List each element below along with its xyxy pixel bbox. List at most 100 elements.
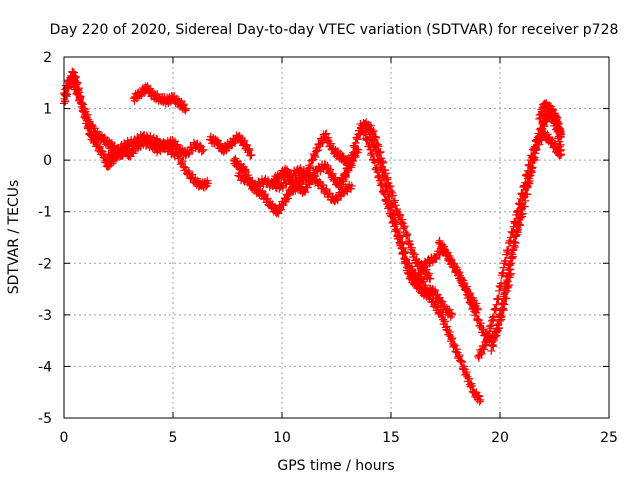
data-point — [341, 171, 350, 180]
data-point — [479, 325, 488, 334]
data-point — [454, 352, 463, 361]
data-point — [407, 262, 416, 271]
data-point — [469, 302, 478, 311]
data-point — [516, 212, 525, 221]
data-point — [467, 381, 476, 390]
data-point — [492, 324, 501, 333]
series-arc-17 — [535, 98, 566, 141]
data-point — [499, 299, 508, 308]
data-point — [77, 98, 86, 107]
plot-frame — [63, 56, 610, 419]
data-point — [525, 174, 534, 183]
data-point — [71, 82, 80, 91]
data-point — [63, 83, 72, 92]
data-point — [407, 243, 416, 252]
data-point — [345, 156, 354, 165]
y-tick-label: 2 — [43, 50, 52, 66]
data-point — [380, 175, 389, 184]
data-point — [514, 214, 523, 223]
data-point — [366, 121, 375, 130]
data-point — [375, 155, 384, 164]
data-point — [424, 271, 433, 280]
data-point — [339, 177, 348, 186]
data-point — [493, 321, 502, 330]
data-point — [361, 128, 370, 137]
data-point — [426, 274, 435, 283]
data-point — [510, 237, 519, 246]
data-point — [351, 143, 360, 152]
data-point — [443, 326, 452, 335]
data-point — [242, 140, 251, 149]
data-point — [525, 169, 534, 178]
data-point — [380, 171, 389, 180]
data-point — [448, 334, 457, 343]
data-point — [301, 188, 310, 197]
data-point — [438, 240, 447, 249]
data-point — [487, 346, 496, 355]
data-point — [536, 124, 545, 133]
data-point — [472, 314, 481, 323]
data-point — [388, 210, 397, 219]
data-point — [474, 391, 483, 400]
data-point — [76, 93, 85, 102]
data-point — [408, 248, 417, 257]
data-point — [282, 195, 291, 204]
data-point — [458, 357, 467, 366]
data-point — [490, 330, 499, 339]
data-point — [188, 170, 197, 179]
x-tick-label: 25 — [600, 430, 618, 446]
data-point — [371, 145, 380, 154]
data-point — [489, 342, 498, 351]
data-point — [523, 181, 532, 190]
data-point — [491, 331, 500, 340]
data-point — [520, 192, 529, 201]
data-point — [419, 267, 428, 276]
data-point — [457, 273, 466, 282]
data-point — [71, 83, 80, 92]
data-point — [494, 320, 503, 329]
data-point — [237, 172, 246, 181]
data-point — [513, 223, 522, 232]
data-point — [445, 305, 454, 314]
data-point — [452, 345, 461, 354]
data-point — [158, 139, 167, 148]
data-point — [419, 277, 428, 286]
data-point — [129, 149, 138, 158]
data-point — [374, 172, 383, 181]
data-point — [456, 356, 465, 365]
series-arc-3 — [103, 130, 212, 192]
data-point — [487, 341, 496, 350]
data-point — [245, 146, 254, 155]
data-point — [203, 179, 212, 188]
data-point — [382, 182, 391, 191]
data-point — [69, 76, 78, 85]
data-point — [367, 136, 376, 145]
data-point — [458, 364, 467, 373]
data-point — [341, 170, 350, 179]
data-point — [400, 248, 409, 257]
data-point — [467, 300, 476, 309]
data-point — [68, 78, 77, 87]
data-point — [527, 164, 536, 173]
data-point — [402, 229, 411, 238]
series-arc-16 — [500, 128, 566, 294]
data-point — [392, 220, 401, 229]
data-point — [488, 340, 497, 349]
x-tick-label: 15 — [382, 430, 400, 446]
y-tick-label: -2 — [38, 256, 52, 272]
data-point — [401, 248, 410, 257]
data-point — [318, 181, 327, 190]
data-point — [197, 147, 206, 156]
data-point — [476, 319, 485, 328]
data-point — [508, 250, 517, 259]
data-point — [510, 238, 519, 247]
data-point — [196, 141, 205, 150]
data-point — [480, 345, 489, 354]
data-point — [493, 295, 502, 304]
data-point — [446, 312, 455, 321]
data-point — [397, 239, 406, 248]
data-point — [307, 156, 316, 165]
data-point — [431, 298, 440, 307]
data-point — [343, 166, 352, 175]
axis-ticks: 0 5 10 15 20 25 -5 -4 -3 -2 -1 0 1 2 — [38, 50, 618, 446]
